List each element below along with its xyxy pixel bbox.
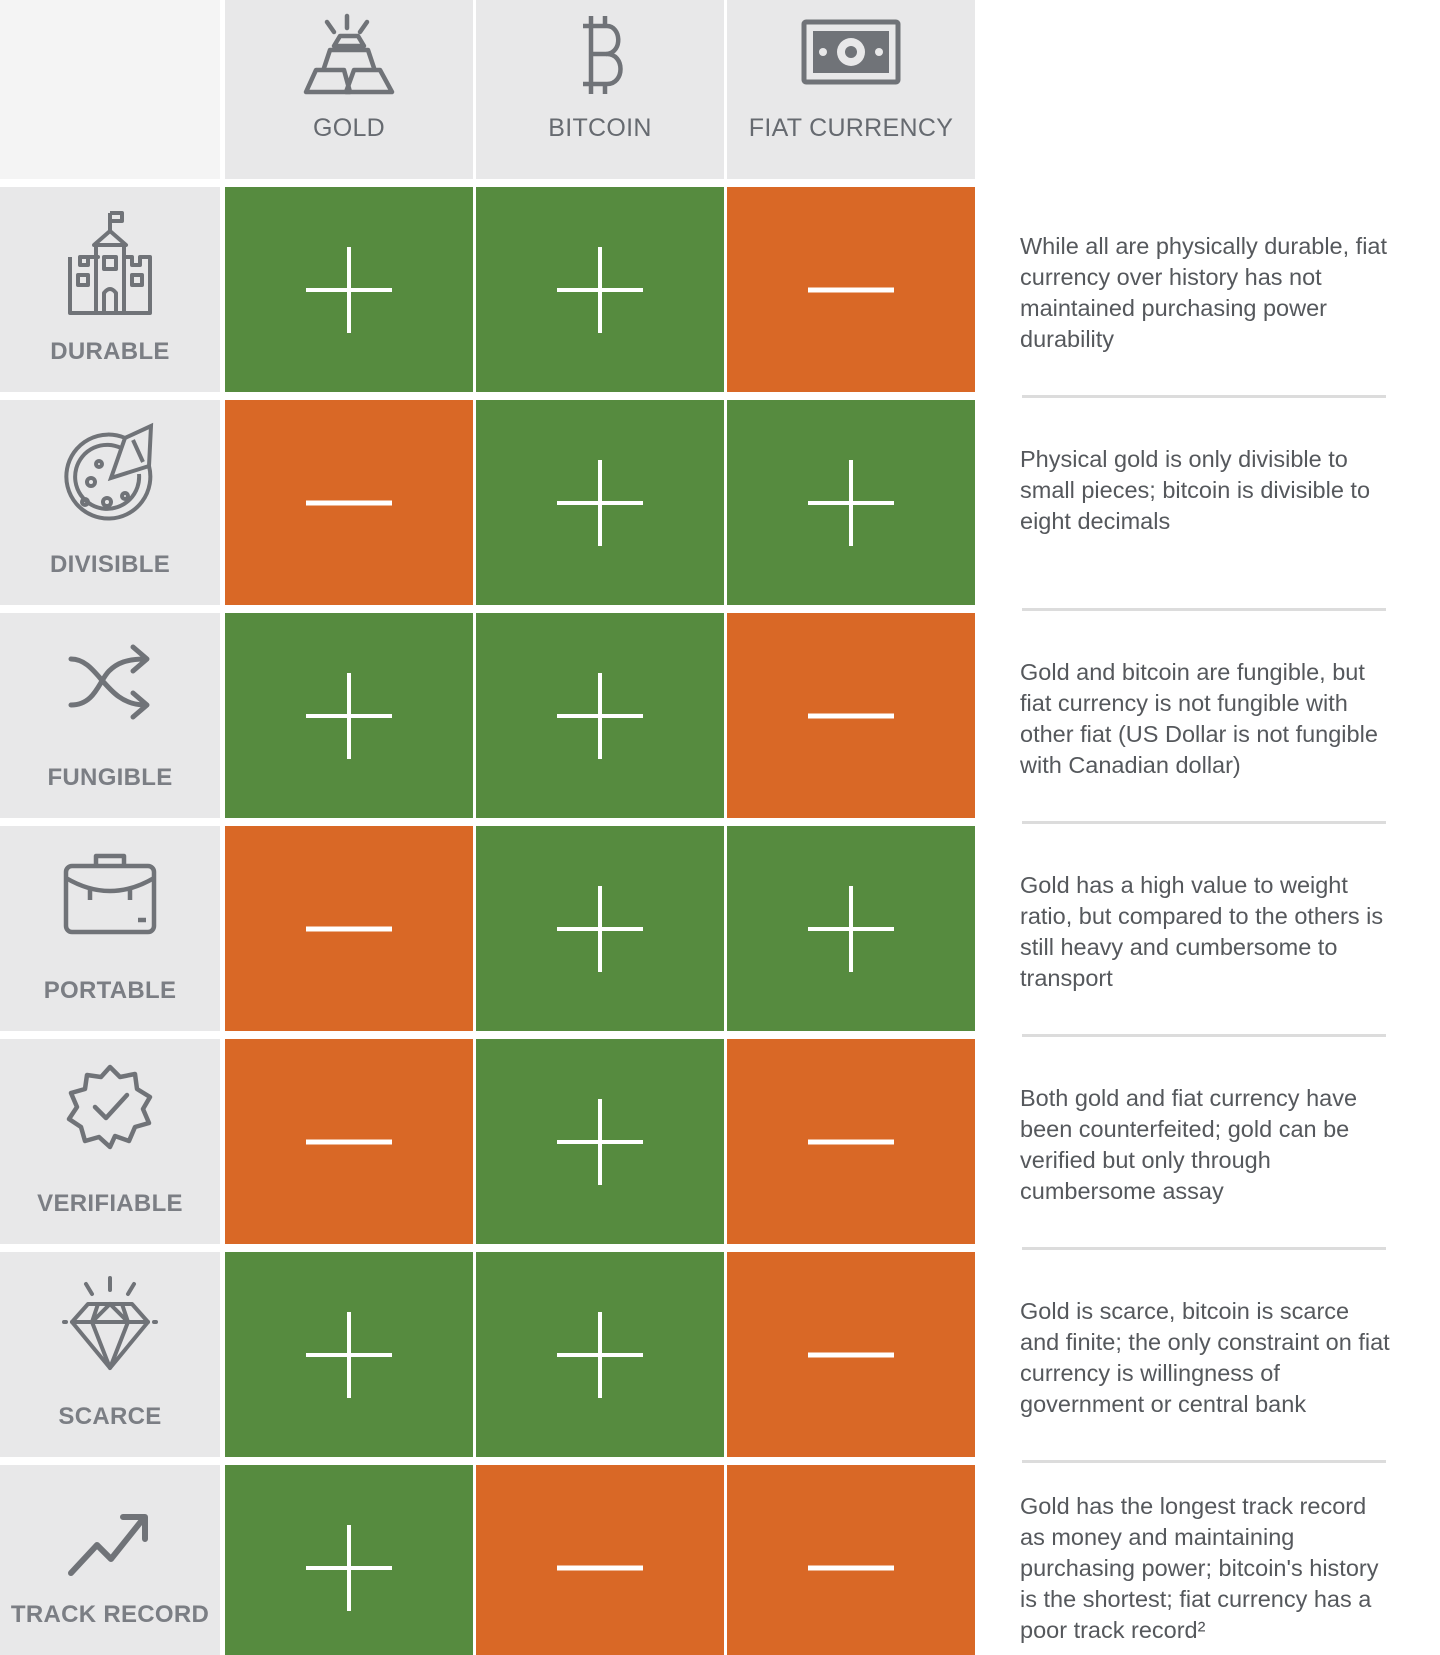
minus-cell [727,1039,975,1244]
header-corner [0,0,220,179]
row-header-verifiable: VERIFIABLE [0,1039,220,1244]
row-label: DURABLE [50,338,170,365]
plus-cell [727,400,975,605]
row-header-scarce: SCARCE [0,1252,220,1457]
row-label: TRACK RECORD [10,1601,210,1628]
verified-badge-icon [65,1061,155,1156]
plus-cell [476,1039,724,1244]
column-header-label: GOLD [312,114,386,142]
row-divider [1022,395,1386,398]
row-label: SCARCE [58,1403,162,1430]
row-note: Gold is scarce, bitcoin is scarce and fi… [1020,1298,1390,1417]
minus-cell [476,1465,724,1655]
row-label: FUNGIBLE [47,764,173,791]
plus-cell [225,187,473,392]
plus-cell [476,400,724,605]
minus-cell [225,826,473,1031]
row-divider [1022,821,1386,824]
pizza-icon [55,422,165,537]
row-header-divisible: DIVISIBLE [0,400,220,605]
row-note: Gold has a high value to weight ratio, b… [1020,872,1384,991]
column-header-label: FIAT CURRENCY [748,114,954,142]
minus-cell [727,613,975,818]
plus-cell [476,826,724,1031]
briefcase-icon [60,848,160,943]
minus-cell [727,1465,975,1655]
row-header-durable: DURABLE [0,187,220,392]
gold-bars-icon [294,10,404,105]
minus-cell [225,400,473,605]
row-label: PORTABLE [43,977,177,1004]
column-header-fiat-currency: FIAT CURRENCY [727,0,975,179]
minus-cell [727,1252,975,1457]
row-header-portable: PORTABLE [0,826,220,1031]
row-divider [1022,1034,1386,1037]
diamond-icon [60,1274,160,1379]
column-header-label: BITCOIN [548,114,652,142]
plus-cell [225,613,473,818]
column-header-gold: GOLD [225,0,473,179]
row-note: While all are physically durable, fiat c… [1020,233,1388,352]
plus-cell [476,1252,724,1457]
row-label: DIVISIBLE [49,551,171,578]
plus-cell [225,1252,473,1457]
row-label: VERIFIABLE [37,1190,183,1217]
column-header-bitcoin: BITCOIN [476,0,724,179]
row-header-fungible: FUNGIBLE [0,613,220,818]
bitcoin-icon [565,10,635,105]
plus-cell [727,826,975,1031]
plus-cell [476,187,724,392]
minus-cell [225,1039,473,1244]
row-note: Both gold and fiat currency have been co… [1020,1085,1358,1204]
castle-icon [60,209,160,324]
plus-cell [476,613,724,818]
minus-cell [727,187,975,392]
row-divider [1022,1247,1386,1250]
trend-up-icon [65,1505,155,1590]
row-note: Gold and bitcoin are fungible, but fiat … [1020,659,1378,778]
banknote-icon [799,10,903,95]
row-header-track-record: TRACK RECORD [0,1465,220,1655]
row-note: Gold has the longest track record as mon… [1020,1493,1379,1643]
row-note: Physical gold is only divisible to small… [1020,446,1371,534]
shuffle-icon [65,635,155,730]
row-divider [1022,608,1386,611]
plus-cell [225,1465,473,1655]
row-divider [1022,1460,1386,1463]
